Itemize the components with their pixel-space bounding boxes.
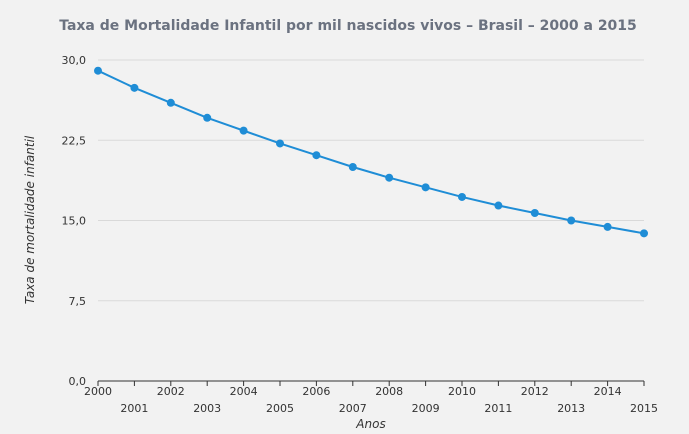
chart-title: Taxa de Mortalidade Infantil por mil nas…	[59, 18, 637, 34]
x-tick-label: 2015	[630, 402, 658, 415]
y-tick-label: 22,5	[62, 134, 87, 147]
series-line	[97, 69, 645, 235]
x-tick-label: 2004	[230, 385, 258, 398]
x-tick-label: 2013	[557, 402, 585, 415]
x-tick-label: 2000	[84, 385, 112, 398]
x-axis-label: Anos	[355, 417, 385, 431]
data-point[interactable]	[385, 173, 394, 182]
y-tick-labels: 0,0 7,5 15,0 22,5 30,0	[62, 54, 87, 388]
data-point[interactable]	[567, 216, 576, 225]
y-tick-label: 15,0	[62, 215, 87, 228]
data-point[interactable]	[94, 66, 102, 75]
x-tick-label: 2003	[193, 402, 221, 415]
data-point[interactable]	[166, 98, 175, 107]
x-tick-label: 2002	[157, 385, 185, 398]
x-tick-label: 2005	[266, 402, 294, 415]
y-axis-label: Taxa de mortalidade infantil	[23, 135, 37, 304]
data-point[interactable]	[312, 151, 321, 160]
x-tick-labels: 2000 2001 2002 2003 2004 2005 2006 2007 2008 2009…	[84, 381, 658, 415]
grid-lines	[98, 59, 644, 302]
x-tick-label: 2010	[448, 385, 476, 398]
x-tick-label: 2008	[375, 385, 403, 398]
data-point[interactable]	[458, 192, 466, 201]
y-tick-label: 30,0	[62, 54, 87, 67]
x-tick-label: 2011	[484, 402, 512, 415]
x-tick-label: 2014	[594, 385, 622, 398]
data-point[interactable]	[530, 209, 539, 218]
data-point[interactable]	[603, 222, 612, 231]
data-point[interactable]	[203, 113, 212, 122]
data-point[interactable]	[421, 183, 430, 192]
x-tick-label: 2001	[120, 402, 148, 415]
data-point[interactable]	[348, 163, 357, 171]
x-tick-label: 2009	[412, 402, 440, 415]
y-tick-label: 0,0	[69, 375, 87, 388]
data-series	[94, 66, 648, 238]
data-point[interactable]	[494, 201, 503, 210]
x-tick-label: 2007	[339, 402, 367, 415]
x-tick-label: 2006	[302, 385, 330, 398]
y-tick-label: 7,5	[69, 295, 87, 308]
data-point[interactable]	[239, 126, 248, 135]
x-tick-label: 2012	[521, 385, 549, 398]
data-point[interactable]	[640, 229, 648, 238]
data-point[interactable]	[130, 83, 139, 92]
data-point[interactable]	[276, 139, 284, 148]
